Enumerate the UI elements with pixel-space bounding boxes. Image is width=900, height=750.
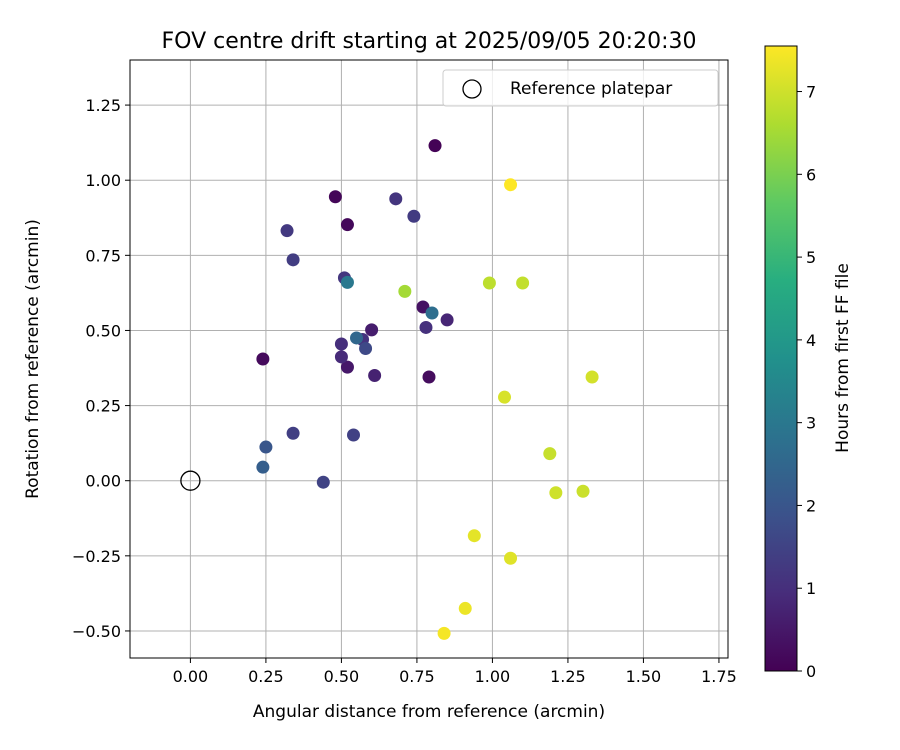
x-tick-label: 0.75 xyxy=(399,667,435,686)
scatter-point xyxy=(419,320,433,334)
scatter-point xyxy=(440,313,454,327)
scatter-point xyxy=(256,352,270,366)
scatter-point xyxy=(516,276,530,290)
legend-marker-reference xyxy=(462,79,482,99)
scatter-point xyxy=(334,350,348,364)
scatter-point xyxy=(549,486,563,500)
scatter-point xyxy=(543,447,557,461)
scatter-point xyxy=(340,218,354,232)
scatter-point xyxy=(425,306,439,320)
colorbar-ticks: 0 1 2 3 4 5 6 7 xyxy=(797,83,816,681)
scatter-point xyxy=(576,484,590,498)
y-tick-label: 0.50 xyxy=(85,321,121,340)
colorbar-tick-label: 3 xyxy=(806,414,816,433)
scatter-point xyxy=(368,369,382,383)
scatter-point xyxy=(346,428,360,442)
scatter-point xyxy=(428,139,442,153)
plot-frame xyxy=(129,59,729,659)
x-tick-label: 0.50 xyxy=(324,667,360,686)
y-axis-label: Rotation from reference (arcmin) xyxy=(23,219,43,499)
x-axis-label: Angular distance from reference (arcmin) xyxy=(253,702,605,722)
y-tick-label: 1.25 xyxy=(85,96,121,115)
x-tick-label: 1.00 xyxy=(475,667,511,686)
scatter-point xyxy=(334,337,348,351)
colorbar-gradient xyxy=(764,45,798,672)
scatter-point xyxy=(407,209,421,223)
scatter-point xyxy=(504,551,518,565)
legend: Reference platepar xyxy=(442,69,719,107)
x-tick-label: 1.25 xyxy=(550,667,586,686)
scatter-point xyxy=(316,475,330,489)
scatter-point xyxy=(340,275,354,289)
scatter-point xyxy=(467,529,481,543)
scatter-point xyxy=(365,323,379,337)
colorbar-tick-label: 0 xyxy=(806,662,816,681)
y-tick-label: 0.25 xyxy=(85,397,121,416)
scatter-point xyxy=(498,390,512,404)
x-tick-label: 0.00 xyxy=(173,667,209,686)
y-tick-label: 0.75 xyxy=(85,246,121,265)
scatter-point xyxy=(340,360,354,374)
scatter-point xyxy=(286,253,300,267)
colorbar-tick-label: 1 xyxy=(806,579,816,598)
scatter-point xyxy=(256,460,270,474)
scatter-point xyxy=(259,440,273,454)
scatter-point xyxy=(350,331,364,345)
reference-layer xyxy=(180,470,201,491)
scatter-point xyxy=(398,284,412,298)
chart-title: FOV centre drift starting at 2025/09/05 … xyxy=(162,29,697,54)
scatter-point xyxy=(458,601,472,615)
legend-label-reference: Reference platepar xyxy=(510,79,672,99)
colorbar-tick-label: 5 xyxy=(806,248,816,267)
x-tick-label: 0.25 xyxy=(248,667,284,686)
scatter-point xyxy=(504,178,518,192)
scatter-point xyxy=(286,426,300,440)
scatter-points xyxy=(256,139,599,640)
scatter-point xyxy=(389,192,403,206)
x-tick-label: 1.75 xyxy=(701,667,737,686)
y-tick-label: −0.25 xyxy=(72,547,121,566)
colorbar-label: Hours from first FF file xyxy=(833,263,853,453)
x-tick-label: 1.50 xyxy=(626,667,662,686)
scatter-point xyxy=(280,224,294,238)
legend-box xyxy=(442,69,719,107)
y-tick-label: 0.00 xyxy=(85,472,121,491)
colorbar: 0 1 2 3 4 5 6 7 Hours from first FF file xyxy=(764,45,853,681)
scatter-point xyxy=(482,276,496,290)
scatter-point xyxy=(359,341,373,355)
colorbar-tick-label: 7 xyxy=(806,83,816,102)
colorbar-tick-label: 6 xyxy=(806,165,816,184)
y-tick-label: 1.00 xyxy=(85,171,121,190)
colorbar-tick-label: 2 xyxy=(806,496,816,515)
x-axis-ticks: 0.00 0.25 0.50 0.75 1.00 1.25 1.50 1.75 xyxy=(173,658,737,686)
scatter-point xyxy=(585,370,599,384)
grid xyxy=(130,60,728,658)
y-tick-label: −0.50 xyxy=(72,622,121,641)
colorbar-tick-label: 4 xyxy=(806,331,816,350)
scatter-point xyxy=(437,626,451,640)
y-axis-ticks: −0.50 −0.25 0.00 0.25 0.50 0.75 1.00 1.25 xyxy=(72,96,130,641)
scatter-point xyxy=(328,190,342,204)
scatter-point xyxy=(422,370,436,384)
reference-platepar-marker xyxy=(180,470,201,491)
